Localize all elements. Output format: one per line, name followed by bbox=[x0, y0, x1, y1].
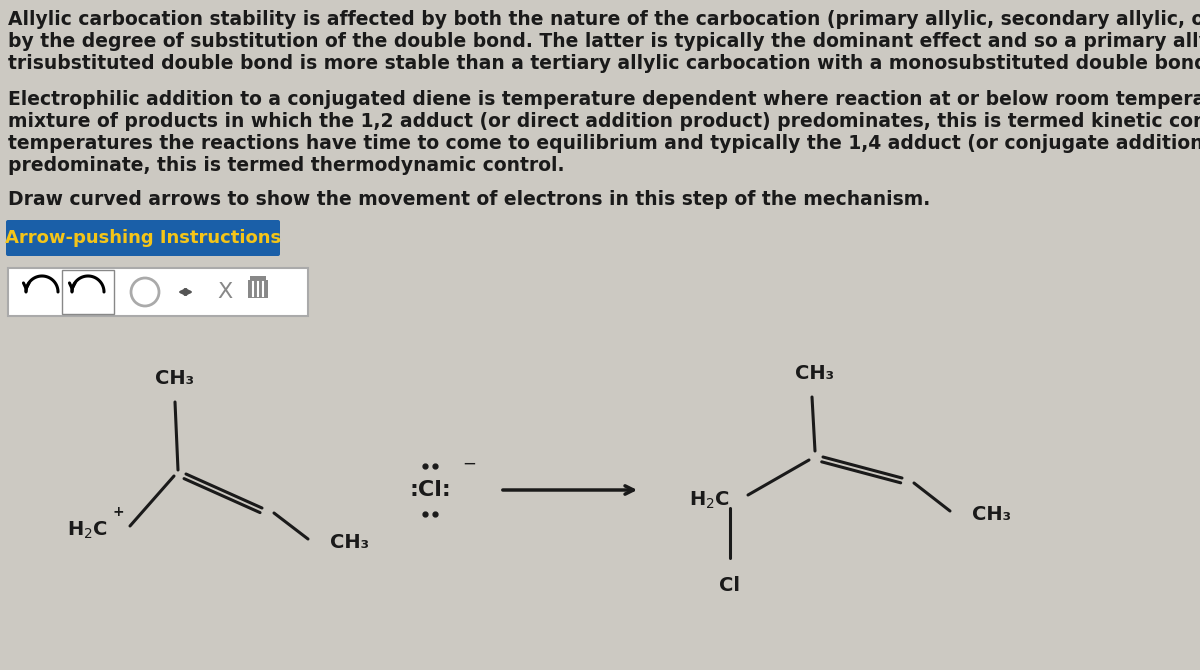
Text: H$_2$C: H$_2$C bbox=[67, 519, 108, 541]
Text: H$_2$C: H$_2$C bbox=[689, 489, 730, 511]
Text: :Cl:: :Cl: bbox=[409, 480, 451, 500]
Text: by the degree of substitution of the double bond. The latter is typically the do: by the degree of substitution of the dou… bbox=[8, 32, 1200, 51]
FancyBboxPatch shape bbox=[8, 268, 308, 316]
Text: CH₃: CH₃ bbox=[972, 505, 1010, 525]
Text: mixture of products in which the 1,2 adduct (or direct addition product) predomi: mixture of products in which the 1,2 add… bbox=[8, 112, 1200, 131]
Text: Allylic carbocation stability is affected by both the nature of the carbocation : Allylic carbocation stability is affecte… bbox=[8, 10, 1200, 29]
Text: X: X bbox=[217, 282, 233, 302]
Text: +: + bbox=[113, 505, 125, 519]
Text: CH₃: CH₃ bbox=[156, 369, 194, 388]
Text: predominate, this is termed thermodynamic control.: predominate, this is termed thermodynami… bbox=[8, 156, 564, 175]
FancyBboxPatch shape bbox=[6, 220, 280, 256]
FancyBboxPatch shape bbox=[62, 270, 114, 314]
Text: Draw curved arrows to show the movement of electrons in this step of the mechani: Draw curved arrows to show the movement … bbox=[8, 190, 930, 209]
Text: trisubstituted double bond is more stable than a tertiary allylic carbocation wi: trisubstituted double bond is more stabl… bbox=[8, 54, 1200, 73]
Text: CH₃: CH₃ bbox=[330, 533, 370, 553]
Text: −: − bbox=[462, 455, 476, 473]
Text: temperatures the reactions have time to come to equilibrium and typically the 1,: temperatures the reactions have time to … bbox=[8, 134, 1200, 153]
Text: Arrow-pushing Instructions: Arrow-pushing Instructions bbox=[5, 229, 281, 247]
Text: Cl: Cl bbox=[720, 576, 740, 595]
Bar bbox=[248, 280, 268, 298]
Bar bbox=[250, 276, 266, 281]
Text: Electrophilic addition to a conjugated diene is temperature dependent where reac: Electrophilic addition to a conjugated d… bbox=[8, 90, 1200, 109]
Text: CH₃: CH₃ bbox=[796, 364, 834, 383]
